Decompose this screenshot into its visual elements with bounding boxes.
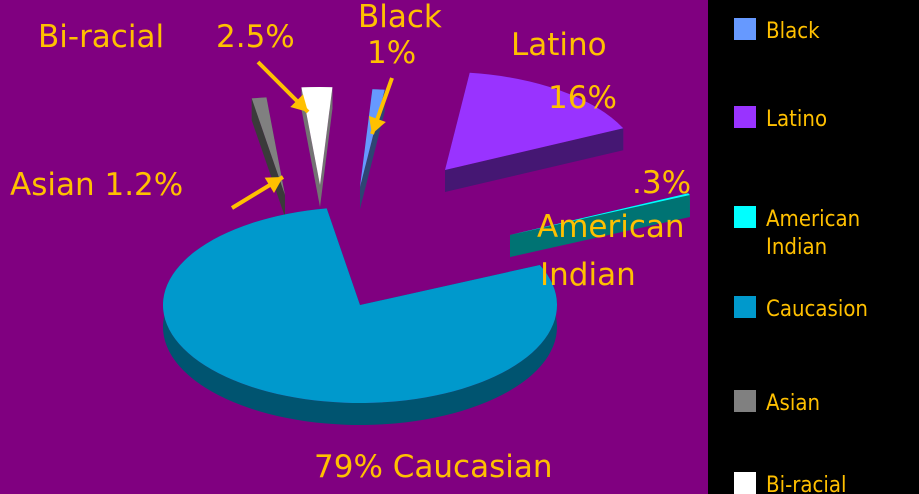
arrow-asian — [230, 175, 285, 210]
label-asian: Asian 1.2% — [10, 167, 184, 203]
legend-swatch — [734, 296, 756, 318]
label-black-pct: 1% — [367, 35, 417, 71]
legend-label: American Indian — [766, 207, 861, 260]
legend-swatch — [734, 390, 756, 412]
label-biracial-pct: 2.5% — [216, 19, 295, 55]
label-american-indian-2: Indian — [540, 257, 636, 293]
legend-label: Asian — [766, 391, 821, 416]
pie-slice-latino — [445, 72, 624, 192]
legend-label: Caucasion — [766, 297, 868, 322]
label-latino-pct: 16% — [548, 80, 617, 116]
legend-label: Black — [766, 19, 820, 44]
label-american-indian-pct: .3% — [632, 165, 692, 201]
label-black: Black — [358, 0, 442, 35]
label-american-indian-1: American — [537, 209, 685, 245]
plot-area: Bi-racial 2.5% Black 1% Latino 16% Asian… — [10, 0, 692, 485]
legend-swatch — [734, 472, 756, 494]
arrow-black — [368, 77, 394, 135]
label-biracial: Bi-racial — [38, 19, 165, 55]
legend-label: Bi-racial — [766, 473, 847, 494]
label-latino: Latino — [511, 27, 607, 63]
pie-slice-asian — [251, 97, 285, 217]
pie-chart — [162, 60, 690, 425]
label-caucasian: 79% Caucasian — [314, 449, 553, 485]
pie-slice-caucasion — [162, 208, 558, 425]
legend-label: Latino — [766, 107, 828, 132]
legend-swatch — [734, 106, 756, 128]
pie-slice-bi-racial — [301, 87, 333, 207]
pie-slice-american-indian — [510, 193, 690, 257]
legend: Black Latino American Indian Caucasion Asian… — [708, 0, 919, 494]
arrow-biracial — [256, 60, 310, 114]
legend-swatch — [734, 206, 756, 228]
legend-swatch — [734, 18, 756, 40]
